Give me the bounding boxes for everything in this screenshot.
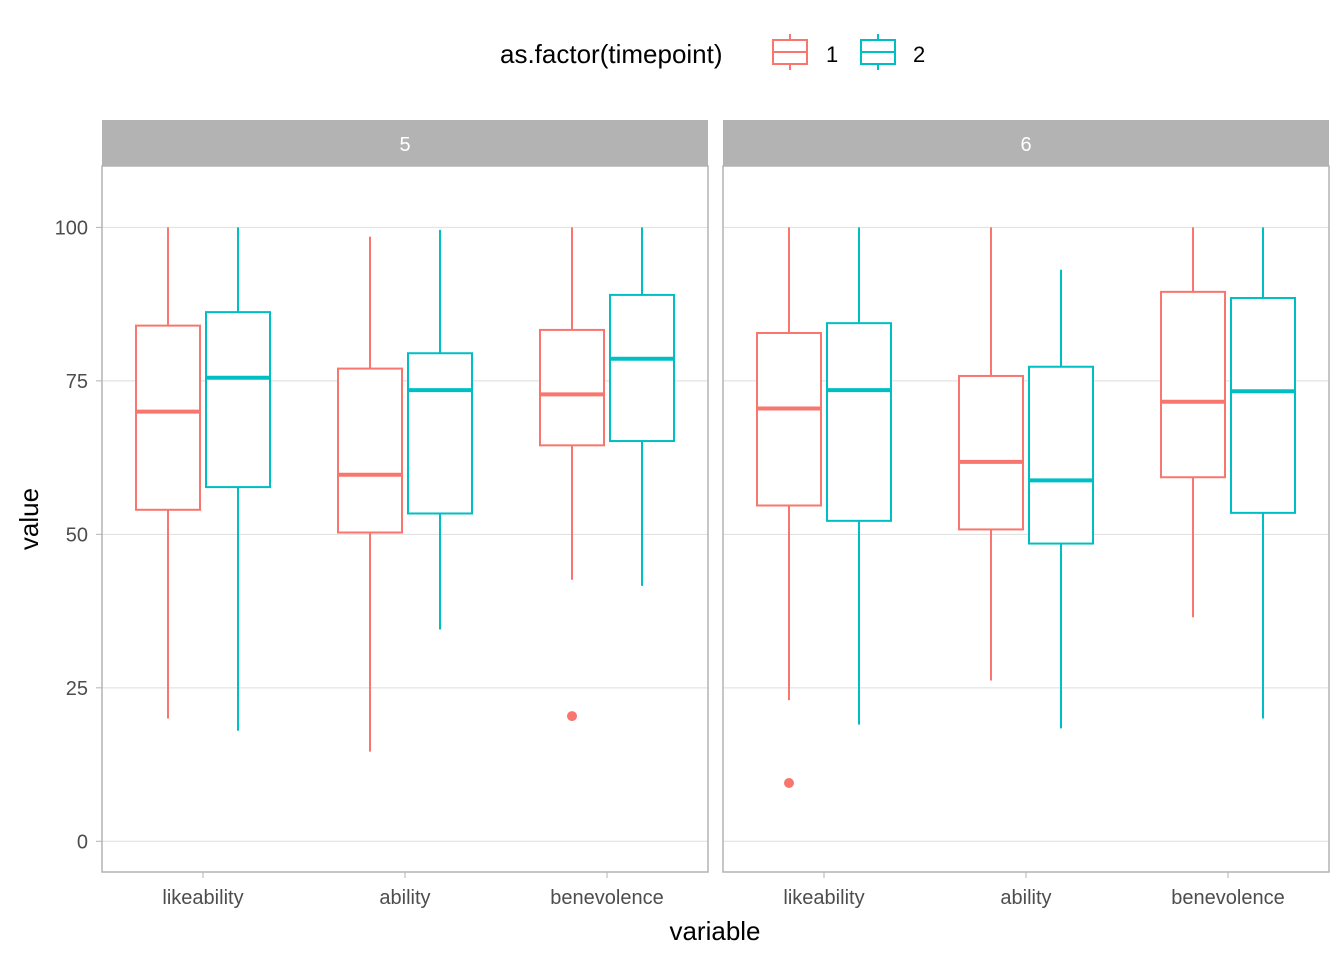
- facet-strip: [102, 120, 708, 166]
- y-axis-title: value: [14, 488, 44, 550]
- box-ability-t2: [407, 229, 473, 630]
- x-axis-title: variable: [669, 916, 760, 946]
- box-iqr: [1160, 290, 1226, 479]
- box-iqr: [756, 331, 822, 507]
- legend-title: as.factor(timepoint): [500, 39, 723, 69]
- facet-panel-5: 5 likeability ability benevolence: [101, 120, 709, 909]
- y-axis-ticks: 0 25 50 75 100: [55, 217, 102, 853]
- box-benevolence-t2: [609, 227, 675, 586]
- facet-strip: [723, 120, 1329, 166]
- legend: as.factor(timepoint) 1 2: [500, 34, 925, 70]
- box-ability-t1: [337, 236, 403, 752]
- x-tick-label: likeability: [162, 887, 243, 909]
- box-iqr: [1230, 296, 1296, 514]
- outlier-point: [784, 777, 794, 788]
- x-tick-label: benevolence: [550, 887, 663, 909]
- box-likeability-t2: [826, 227, 892, 725]
- facet-panel-6: 6 likeability ability benevolence: [722, 120, 1330, 909]
- facet-strip-label: 5: [399, 134, 410, 156]
- x-tick-label: benevolence: [1171, 887, 1284, 909]
- legend-key-1: [772, 34, 808, 70]
- y-tick-label: 75: [66, 371, 88, 393]
- x-tick-label: ability: [379, 887, 430, 909]
- panel-background: [102, 166, 708, 872]
- facet-panels: 5 likeability ability benevolence 6 likeabili…: [101, 120, 1330, 909]
- box-benevolence-t1: [539, 227, 605, 722]
- box-iqr: [609, 293, 675, 443]
- y-tick-label: 50: [66, 524, 88, 546]
- panel-background: [723, 166, 1329, 872]
- box-iqr: [539, 328, 605, 447]
- y-tick-label: 100: [55, 217, 88, 239]
- box-iqr: [826, 322, 892, 522]
- box-likeability-t1: [756, 227, 822, 788]
- box-ability-t2: [1028, 269, 1094, 729]
- box-likeability-t2: [205, 227, 271, 731]
- box-iqr: [407, 352, 473, 515]
- box-iqr: [958, 374, 1024, 531]
- box-benevolence-t1: [1160, 227, 1226, 618]
- box-iqr: [135, 324, 201, 511]
- y-tick-label: 0: [77, 831, 88, 853]
- legend-key-2: [860, 34, 896, 70]
- box-iqr: [1028, 365, 1094, 545]
- box-ability-t1: [958, 227, 1024, 681]
- box-likeability-t1: [135, 227, 201, 719]
- legend-label-1: 1: [826, 42, 838, 67]
- facet-strip-label: 6: [1020, 134, 1031, 156]
- box-benevolence-t2: [1230, 227, 1296, 719]
- outlier-point: [567, 711, 577, 722]
- legend-label-2: 2: [913, 42, 925, 67]
- x-tick-label: ability: [1000, 887, 1051, 909]
- box-iqr: [337, 367, 403, 534]
- y-tick-label: 25: [66, 678, 88, 700]
- box-iqr: [205, 311, 271, 489]
- x-tick-label: likeability: [783, 887, 864, 909]
